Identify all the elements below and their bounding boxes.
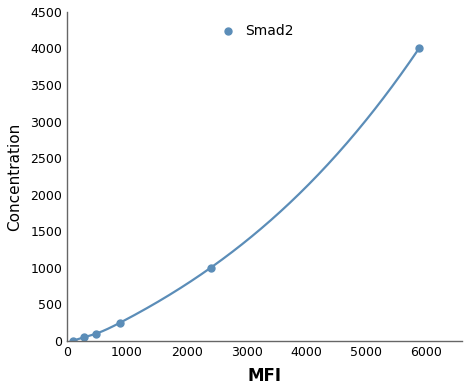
Smad2	[82, 335, 87, 339]
Y-axis label: Concentration: Concentration	[7, 122, 22, 230]
Smad2	[70, 339, 76, 343]
Smad2	[93, 331, 99, 336]
Legend: Smad2: Smad2	[212, 19, 300, 44]
Smad2	[208, 265, 213, 270]
Smad2	[117, 320, 123, 325]
Smad2	[416, 46, 422, 51]
Line: Smad2: Smad2	[69, 45, 423, 344]
X-axis label: MFI: MFI	[248, 367, 281, 385]
